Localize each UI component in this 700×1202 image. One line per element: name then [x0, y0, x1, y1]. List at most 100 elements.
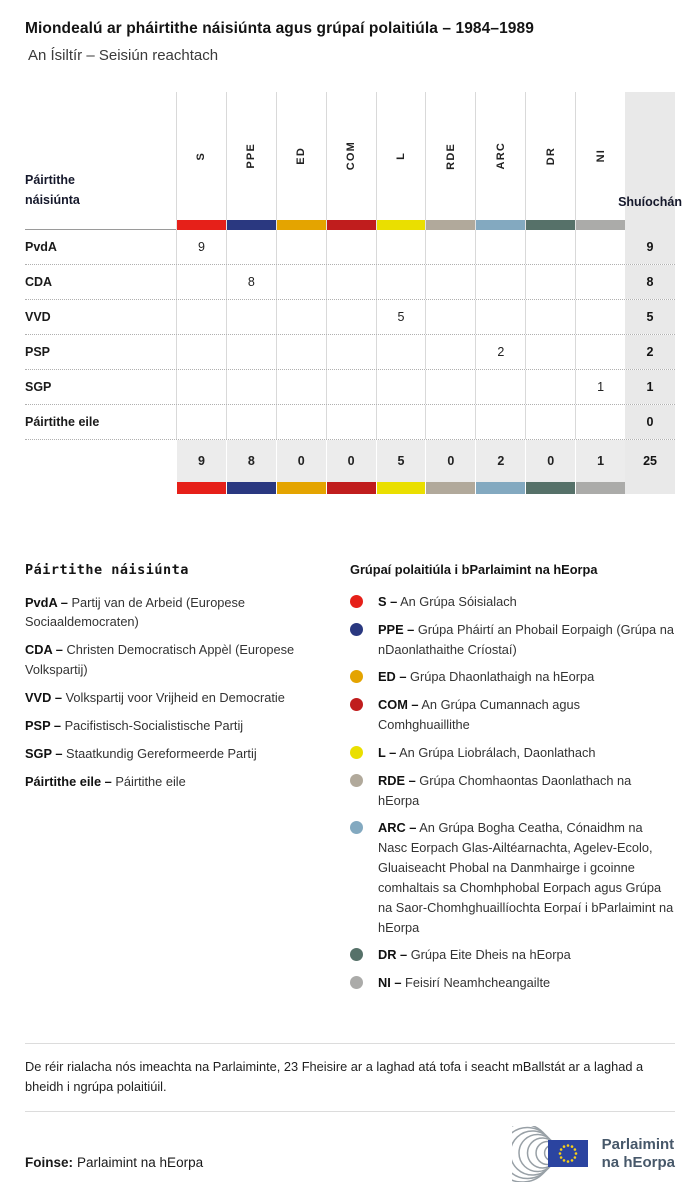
seat-cell	[425, 370, 475, 404]
color-dot-ppe	[350, 622, 363, 636]
legend-item-other: Páirtithe eile – Páirtithe eile	[25, 774, 186, 790]
seat-cell	[375, 405, 426, 439]
legend-item-rde: RDE – Grúpa Chomhaontas Daonlathach na h…	[350, 771, 675, 811]
group-header-cell-ni: NI	[575, 92, 625, 220]
seat-cell: 1	[575, 370, 625, 404]
seat-cell	[575, 230, 625, 264]
seat-cell	[225, 300, 276, 334]
legend-item-vvd: VVD – Volkspartij voor Vrijheid en Democ…	[25, 689, 285, 705]
hemicycle-eu-flag-icon	[511, 1125, 588, 1182]
seat-cell	[525, 300, 575, 334]
group-header-cell-ed: ED	[275, 92, 326, 220]
legend-section: Páirtithe náisiúnta PvdA – Partij van de…	[25, 562, 675, 1001]
seat-cell	[176, 370, 226, 404]
seat-cell	[275, 370, 326, 404]
seat-cell	[425, 405, 475, 439]
footer: Foinse: Parlaimint na hEorpa Parlaimint	[25, 1125, 675, 1182]
grand-total: 25	[625, 440, 676, 482]
group-header-cell-arc: ARC	[475, 92, 525, 220]
column-total-ni: 1	[575, 440, 626, 482]
seat-cell	[525, 405, 575, 439]
page-title: Miondealú ar pháirtithe náisiúnta agus g…	[25, 20, 534, 37]
seat-cell	[425, 300, 475, 334]
seat-cell	[325, 265, 376, 299]
color-dot-rde	[350, 773, 363, 787]
legend-item-pvda: PvdA – Partij van de Arbeid (Europese So…	[25, 595, 246, 630]
legend-item-com: COM – An Grúpa Cumannach agus Comhghuail…	[350, 695, 675, 735]
seat-cell	[325, 230, 376, 264]
table-row-cda: CDA 8 8	[25, 265, 676, 300]
seat-cell: 2	[475, 335, 525, 369]
seat-cell	[176, 335, 226, 369]
group-color-bar-ni	[575, 220, 626, 230]
divider	[25, 1043, 675, 1045]
group-header-label-ed: ED	[295, 147, 308, 165]
table-header-row: Páirtithe náisiúnta S PPE ED COM L RDE A…	[25, 92, 682, 220]
seat-cell: 5	[375, 300, 426, 334]
column-total-l: 5	[375, 440, 426, 482]
group-header-cell-l: L	[375, 92, 426, 220]
party-name: PvdA	[25, 240, 57, 254]
row-header-label: Páirtithe náisiúnta	[25, 173, 80, 207]
group-header-cell-ppe: PPE	[225, 92, 276, 220]
table-row-other-parties: Páirtithe eile 0	[25, 405, 676, 440]
group-color-bar-arc	[475, 482, 526, 494]
seat-cell	[525, 335, 575, 369]
row-total: 5	[625, 300, 676, 334]
color-dot-l	[350, 745, 363, 759]
group-color-bar-com	[325, 482, 376, 494]
seat-cell	[575, 405, 625, 439]
seat-cell	[475, 370, 525, 404]
legend-item-cda: CDA – Christen Democratisch Appèl (Europ…	[25, 642, 295, 677]
political-groups-legend: Grúpaí polaitiúla i bParlaimint na hEorp…	[350, 562, 675, 1001]
color-dot-ed	[350, 670, 363, 684]
group-color-bar-ed	[275, 220, 326, 230]
seat-cell	[325, 405, 376, 439]
seat-cell	[525, 370, 575, 404]
seat-cell	[225, 230, 276, 264]
national-parties-legend-title: Páirtithe náisiúnta	[25, 562, 189, 578]
legend-item-ni: NI – Feisirí Neamhcheangailte	[350, 973, 675, 993]
group-color-bar-arc	[475, 220, 526, 230]
seats-header-label: Shuíochán	[618, 195, 682, 209]
source-line: Foinse: Parlaimint na hEorpa	[25, 1155, 203, 1170]
row-total: 8	[625, 265, 676, 299]
color-dot-com	[350, 698, 363, 712]
seat-cell	[425, 335, 475, 369]
table-row-vvd: VVD 5 5	[25, 300, 676, 335]
seat-cell	[375, 370, 426, 404]
source-value: Parlaimint na hEorpa	[77, 1154, 204, 1170]
group-header-label-ni: NI	[594, 149, 607, 163]
seat-cell	[475, 265, 525, 299]
legend-item-l: L – An Grúpa Liobrálach, Daonlathach	[350, 743, 675, 763]
seat-cell	[475, 300, 525, 334]
logo-wordmark: Parlaimint na hEorpa	[601, 1136, 675, 1171]
group-header-label-l: L	[395, 152, 407, 160]
seat-cell	[425, 265, 475, 299]
political-groups-legend-title: Grúpaí polaitiúla i bParlaimint na hEorp…	[350, 562, 598, 577]
european-parliament-logo: Parlaimint na hEorpa	[511, 1125, 675, 1182]
legend-item-ppe: PPE – Grúpa Pháirtí an Phobail Eorpaigh …	[350, 620, 675, 660]
seat-cell	[275, 300, 326, 334]
seat-cell	[225, 370, 276, 404]
seat-cell	[575, 265, 625, 299]
table-row-psp: PSP 2 2	[25, 335, 676, 370]
column-total-com: 0	[325, 440, 376, 482]
seat-cell	[176, 265, 226, 299]
color-dot-dr	[350, 948, 363, 962]
group-color-bar-row-bottom	[25, 482, 676, 494]
group-color-bar-l	[375, 220, 426, 230]
color-bar-spacer	[25, 482, 176, 494]
seat-cell	[275, 230, 326, 264]
legend-item-arc: ARC – An Grúpa Bogha Ceatha, Cónaidhm na…	[350, 818, 675, 937]
group-color-bar-ed	[275, 482, 326, 494]
color-bar-spacer	[25, 220, 176, 230]
group-color-bar-rde	[425, 482, 476, 494]
column-total-rde: 0	[425, 440, 476, 482]
seat-cell	[275, 405, 326, 439]
group-color-bar-rde	[425, 220, 476, 230]
color-dot-arc	[350, 821, 363, 835]
seat-cell: 9	[176, 230, 226, 264]
color-dot-ni	[350, 976, 363, 990]
seat-cell	[225, 335, 276, 369]
